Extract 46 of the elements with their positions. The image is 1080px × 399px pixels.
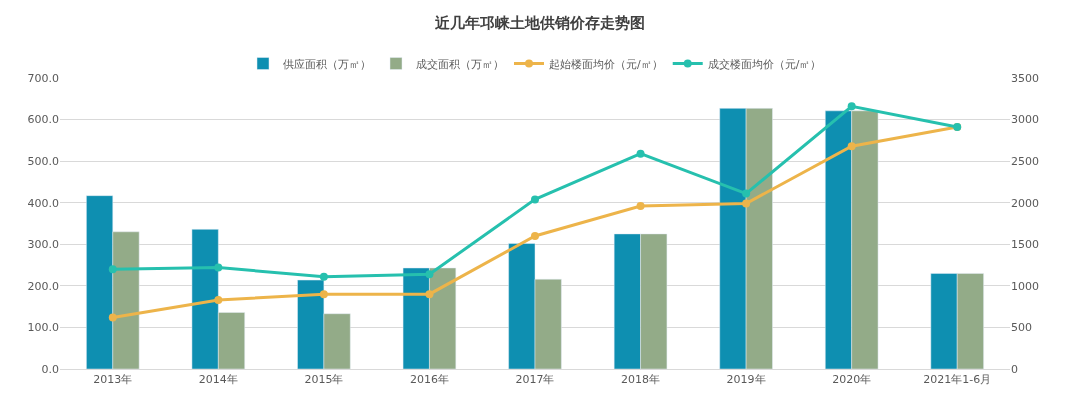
y2-tick-label: 3000 [1011,113,1039,127]
point [214,263,223,272]
x-tick-label: 2017年 [515,373,555,387]
chart-title: 近几年邛崃土地供销价存走势图 [434,14,645,33]
y-tick-label: 100.0 [27,321,59,335]
y2-tick-label: 0 [1011,362,1018,376]
legend-label: 供应面积（万㎡） [283,57,371,71]
y2-tick-label: 1000 [1011,279,1039,293]
point [742,199,751,208]
y2-tick-label: 3500 [1011,71,1039,85]
point [742,189,751,198]
y-tick-label: 500.0 [27,154,59,168]
point [108,313,117,322]
point [319,290,328,299]
y2-tick-label: 2000 [1011,196,1039,210]
x-tick-label: 2020年 [832,373,872,387]
point [425,270,434,279]
legend-label: 成交面积（万㎡） [416,57,504,71]
point [531,195,539,204]
y-tick-label: 200.0 [27,279,59,293]
point [636,149,645,158]
point [425,290,434,299]
x-tick-label: 2018年 [621,373,661,387]
x-tick-label: 2016年 [409,373,449,387]
y2-tick-label: 1500 [1011,238,1039,252]
y-tick-label: 0.0 [41,362,59,376]
point [636,202,645,211]
y-tick-label: 600.0 [27,113,59,127]
point [108,265,117,274]
x-tick-label: 2013年 [93,373,133,387]
x-tick-label: 2019年 [726,373,766,387]
y2-tick-label: 500 [1011,321,1032,335]
point [214,295,223,304]
y-tick-label: 700.0 [27,71,59,85]
point [531,231,539,240]
y-tick-label: 300.0 [27,238,59,252]
x-tick-label: 2014年 [198,373,238,387]
legend-label: 起始楼面均价（元/㎡） [549,57,663,71]
legend-label: 成交楼面均价（元/㎡） [707,57,822,71]
x-tick-label: 2021年1-6月 [923,373,992,387]
y2-tick-label: 2500 [1011,154,1039,168]
y-tick-label: 400.0 [27,196,59,210]
x-tick-label: 2015年 [304,373,344,387]
point [847,102,856,111]
point [847,142,856,151]
point [319,272,328,281]
